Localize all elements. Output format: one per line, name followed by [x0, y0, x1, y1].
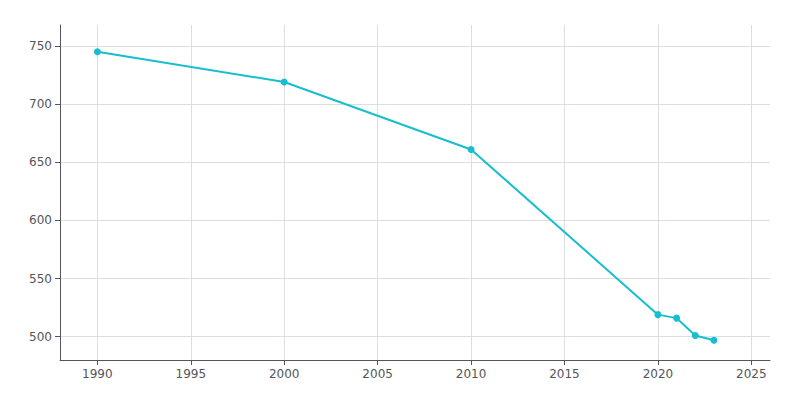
svg-text:1995: 1995 — [176, 367, 207, 381]
svg-text:700: 700 — [29, 97, 52, 111]
svg-text:2015: 2015 — [549, 367, 580, 381]
svg-text:550: 550 — [29, 272, 52, 286]
svg-text:1990: 1990 — [82, 367, 113, 381]
svg-text:500: 500 — [29, 330, 52, 344]
svg-text:650: 650 — [29, 155, 52, 169]
svg-text:2025: 2025 — [736, 367, 767, 381]
svg-text:2005: 2005 — [362, 367, 393, 381]
svg-text:2020: 2020 — [643, 367, 674, 381]
svg-text:600: 600 — [29, 213, 52, 227]
svg-text:750: 750 — [29, 39, 52, 53]
svg-text:2000: 2000 — [269, 367, 300, 381]
svg-text:2010: 2010 — [456, 367, 487, 381]
